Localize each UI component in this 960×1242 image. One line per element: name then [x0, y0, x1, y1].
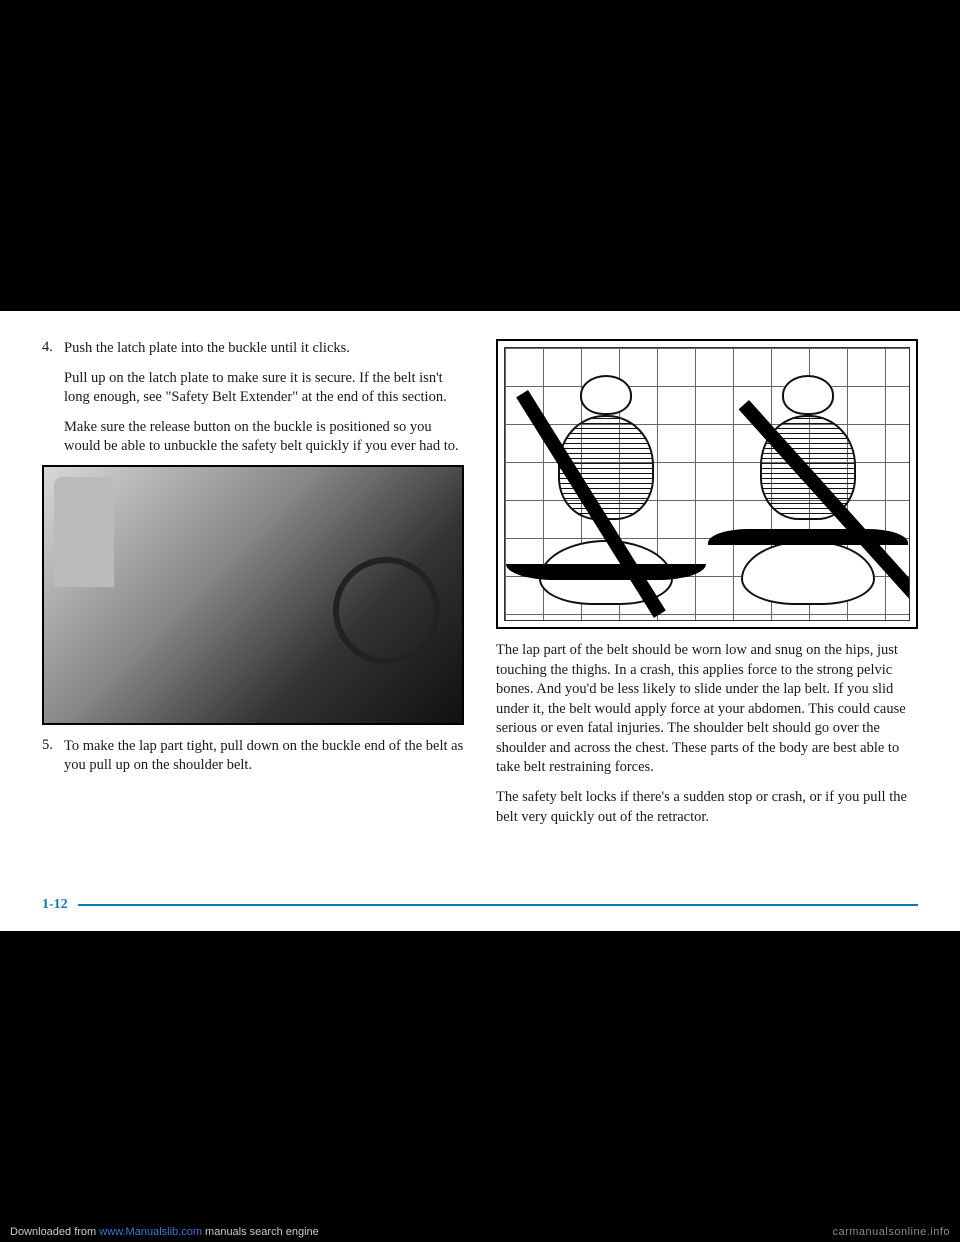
- manual-page: 4. Push the latch plate into the buckle …: [0, 311, 960, 931]
- figure-seatbelt-buckle: [42, 465, 464, 725]
- skeleton-incorrect: [715, 370, 901, 620]
- step-4-p1: Push the latch plate into the buckle unt…: [64, 339, 464, 359]
- watermark-prefix: Downloaded from: [10, 1226, 99, 1238]
- two-column-layout: 4. Push the latch plate into the buckle …: [42, 339, 918, 887]
- step-4-p3: Make sure the release button on the buck…: [64, 418, 464, 457]
- right-p1: The lap part of the belt should be worn …: [496, 641, 918, 778]
- skull-icon: [782, 375, 834, 415]
- left-column: 4. Push the latch plate into the buckle …: [42, 339, 464, 887]
- figure-skeleton-belt-position: [496, 339, 918, 629]
- page-number: 1-12: [42, 897, 68, 913]
- step-4-p2: Pull up on the latch plate to make sure …: [64, 369, 464, 408]
- pelvis-icon: [741, 540, 875, 605]
- watermark-right: carmanualsonline.info: [832, 1226, 950, 1238]
- watermark-link: www.Manualslib.com: [99, 1226, 202, 1238]
- skeleton-grid: [504, 347, 910, 621]
- step-number: 4.: [42, 339, 64, 457]
- step-5: 5. To make the lap part tight, pull down…: [42, 737, 464, 776]
- step-body: To make the lap part tight, pull down on…: [64, 737, 464, 776]
- lap-belt: [506, 564, 707, 580]
- footer-rule: [78, 904, 918, 906]
- step-5-p1: To make the lap part tight, pull down on…: [64, 737, 464, 776]
- lap-belt: [708, 529, 909, 545]
- step-number: 5.: [42, 737, 64, 776]
- watermark-left: Downloaded from www.Manualslib.com manua…: [10, 1226, 319, 1238]
- step-body: Push the latch plate into the buckle unt…: [64, 339, 464, 457]
- watermark-suffix: manuals search engine: [202, 1226, 319, 1238]
- skull-icon: [580, 375, 632, 415]
- watermark-bar: Downloaded from www.Manualslib.com manua…: [0, 1222, 960, 1242]
- right-column: The lap part of the belt should be worn …: [496, 339, 918, 887]
- step-4: 4. Push the latch plate into the buckle …: [42, 339, 464, 457]
- page-footer: 1-12: [42, 897, 918, 913]
- right-p2: The safety belt locks if there's a sudde…: [496, 788, 918, 827]
- skeleton-correct: [513, 370, 699, 620]
